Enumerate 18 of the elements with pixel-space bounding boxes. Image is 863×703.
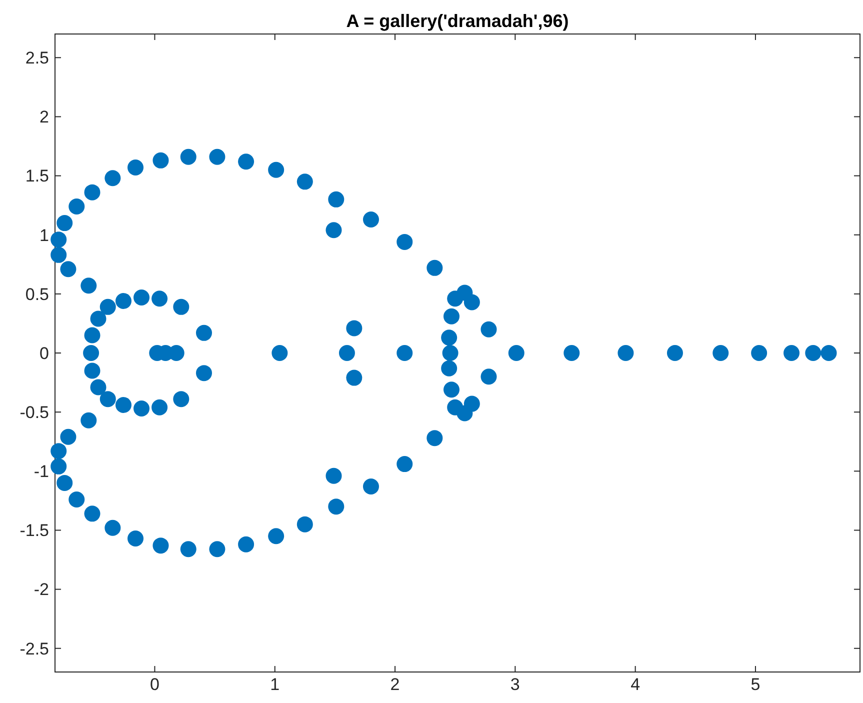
y-tick-label: 1	[40, 226, 49, 245]
x-tick-label: 4	[630, 675, 640, 694]
y-tick-label: 2.5	[25, 48, 49, 68]
y-tick-label: -2	[34, 580, 49, 600]
x-tick-label: 3	[510, 675, 520, 694]
x-tick-label: 0	[150, 675, 160, 694]
y-tick-label: -1	[34, 462, 49, 482]
y-tick-label: -2.5	[20, 639, 49, 658]
x-tick-label: 1	[270, 675, 280, 694]
y-tick-label: -0.5	[20, 403, 49, 422]
y-tick-label: 0.5	[25, 284, 49, 304]
y-tick-label: 2	[40, 108, 49, 127]
y-tick-label: -1.5	[20, 521, 49, 540]
y-tick-label: 1.5	[25, 166, 49, 186]
x-tick-label: 5	[750, 675, 760, 694]
y-tick-label: 0	[40, 344, 49, 363]
x-tick-label: 2	[390, 675, 400, 694]
chart-title: A = gallery('dramadah',96)	[346, 11, 569, 31]
